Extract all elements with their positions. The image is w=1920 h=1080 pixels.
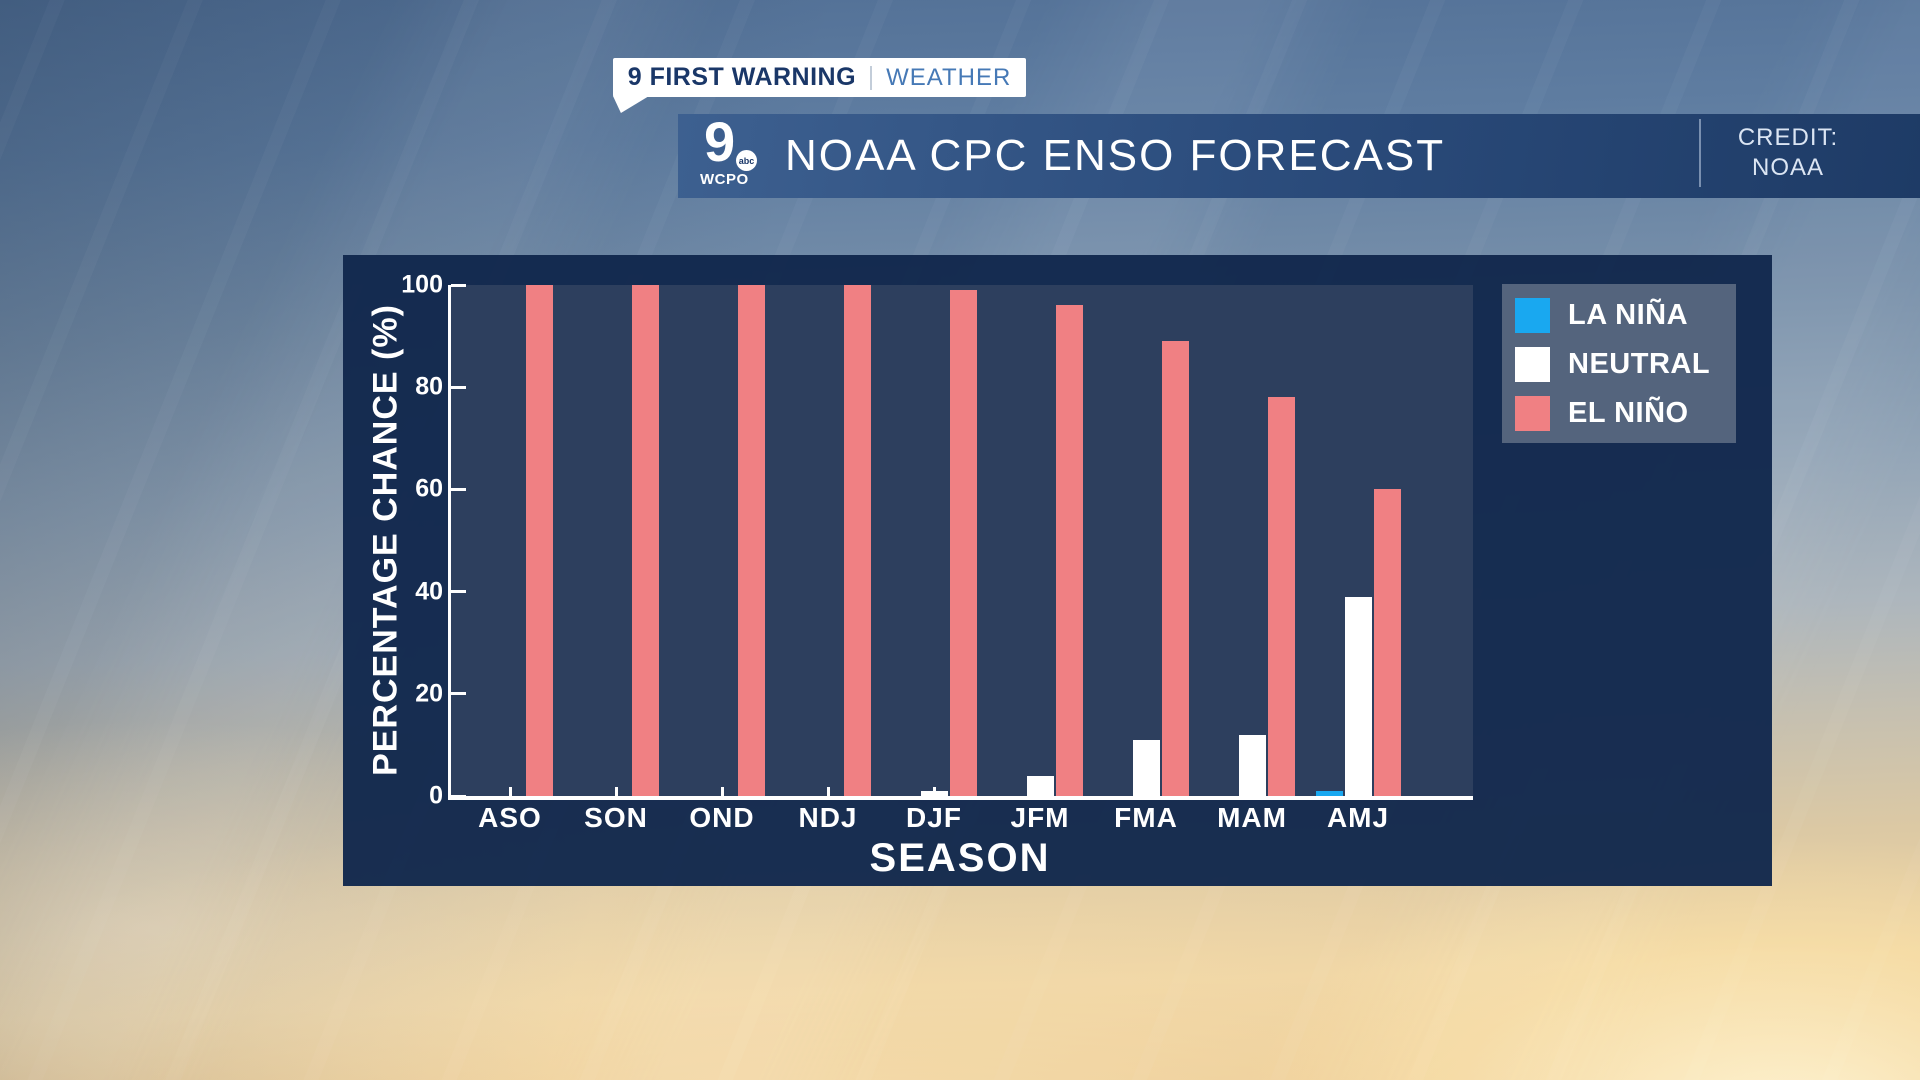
bar-el-niño (843, 285, 871, 796)
y-tick-label: 40 (415, 577, 443, 606)
legend-label: NEUTRAL (1568, 348, 1711, 380)
bar-neutral (920, 790, 948, 796)
x-tick (614, 787, 618, 796)
bar-el-niño (525, 285, 553, 796)
credit-block: CREDIT: NOAA (1708, 123, 1868, 183)
legend: LA NIÑA NEUTRAL EL NIÑO (1502, 284, 1736, 443)
y-tick (451, 590, 466, 594)
legend-swatch (1515, 396, 1550, 431)
logo-9: 9 (704, 110, 736, 173)
y-tick (451, 385, 466, 389)
title-bar: 9 abc WCPO NOAA CPC ENSO FORECAST CREDIT… (678, 114, 1920, 198)
y-axis-line (448, 285, 451, 800)
bar-el-niño (1373, 489, 1401, 796)
x-tick-label: JFM (1010, 802, 1070, 833)
bar-el-niño (737, 285, 765, 796)
badge-divider (870, 65, 873, 90)
y-tick-label: 60 (415, 474, 443, 503)
x-tick-label: OND (689, 802, 755, 833)
bar-el-niño (631, 285, 659, 796)
credit-label: CREDIT: (1737, 124, 1839, 151)
badge-section-label: WEATHER (886, 63, 1012, 91)
x-tick (720, 787, 724, 796)
bar-el-niño (1267, 397, 1295, 796)
x-tick-label: DJF (906, 802, 962, 833)
wcpo-logo: 9 abc WCPO (700, 114, 770, 194)
legend-label: LA NIÑA (1568, 299, 1689, 331)
y-tick (451, 283, 466, 287)
bar-la-niña (1315, 790, 1343, 796)
y-tick (451, 487, 466, 491)
y-tick-label: 100 (401, 270, 443, 299)
bar-neutral (1132, 739, 1160, 796)
y-axis-title: PERCENTAGE CHANCE (%) (366, 304, 405, 776)
y-tick-label: 20 (415, 679, 443, 708)
bar-neutral (1026, 775, 1054, 796)
bar-neutral (1238, 734, 1266, 796)
legend-swatch (1515, 298, 1550, 333)
credit-value: NOAA (1751, 154, 1824, 181)
bar-el-niño (1055, 305, 1083, 796)
x-tick-label: MAM (1217, 802, 1287, 833)
legend-label: EL NIÑO (1568, 397, 1689, 429)
legend-row: NEUTRAL (1515, 347, 1736, 382)
y-tick (451, 692, 466, 696)
page-title: NOAA CPC ENSO FORECAST (785, 131, 1446, 180)
bar-el-niño (1161, 341, 1189, 796)
legend-swatch (1515, 347, 1550, 382)
x-tick-label: SON (584, 802, 648, 833)
x-tick-label: NDJ (798, 802, 858, 833)
x-tick-label: FMA (1114, 802, 1178, 833)
logo-station: WCPO (700, 171, 749, 188)
station-badge: 9 FIRST WARNING WEATHER (613, 58, 1026, 97)
bar-el-niño (949, 290, 977, 796)
x-tick (826, 787, 830, 796)
x-tick-label: ASO (478, 802, 542, 833)
legend-row: LA NIÑA (1515, 298, 1736, 333)
badge-brand-label: 9 FIRST WARNING (627, 63, 857, 91)
y-tick-label: 0 (429, 781, 443, 810)
x-axis-line (448, 796, 1473, 800)
abc-network-icon: abc (736, 150, 757, 171)
x-tick (508, 787, 512, 796)
x-tick-label: AMJ (1326, 802, 1390, 833)
y-tick-label: 80 (415, 372, 443, 401)
credit-divider (1699, 119, 1701, 187)
x-axis-title: SEASON (869, 836, 1051, 880)
bar-neutral (1344, 596, 1372, 796)
legend-row: EL NIÑO (1515, 396, 1736, 431)
